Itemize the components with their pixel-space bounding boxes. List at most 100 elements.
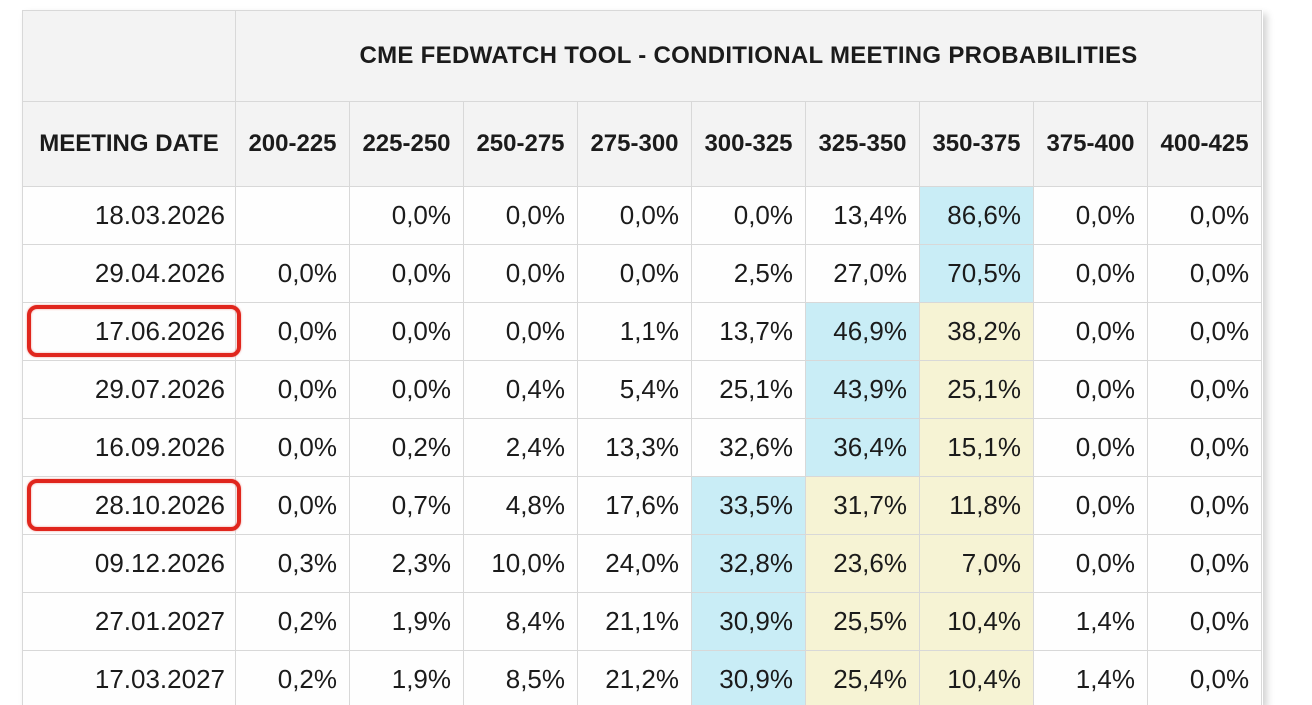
probability-cell: 13,7% [691,302,806,361]
probability-cell: 0,3% [235,534,350,593]
probability-cell: 0,0% [1033,302,1148,361]
probability-cell: 0,0% [349,244,464,303]
meeting-date-cell: 18.03.2026 [22,186,236,245]
table-row: 18.03.2026 0,0% 0,0% 0,0% 0,0% 13,4% 86,6% 0,0%… [22,186,1263,245]
column-header-375-400: 375-400 [1033,101,1148,187]
probability-cell-cyan: 43,9% [805,360,920,419]
probability-cell: 13,4% [805,186,920,245]
table-row: 28.10.2026 0,0% 0,7% 4,8% 17,6% 33,5% 31,7% 11,… [22,476,1263,535]
probability-cell: 21,1% [577,592,692,651]
probability-cell: 0,0% [235,244,350,303]
probability-cell: 0,0% [1146,418,1263,477]
probability-cell: 0,2% [235,650,350,705]
meeting-date-cell: 17.03.2027 [22,650,236,705]
probability-cell-yellow: 25,4% [805,650,920,705]
probability-cell: 0,0% [1033,534,1148,593]
probability-cell-yellow: 7,0% [919,534,1034,593]
probability-cell: 0,0% [1033,476,1148,535]
probability-cell: 0,0% [577,186,692,245]
column-header-350-375: 350-375 [919,101,1034,187]
meeting-date-cell-annotated: 17.06.2026 [22,302,242,361]
probability-cell-yellow: 38,2% [919,302,1034,361]
probability-cell-cyan: 33,5% [691,476,806,535]
probability-cell: 1,4% [1033,650,1148,705]
probability-cell: 0,0% [1033,360,1148,419]
meeting-date-cell: 27.01.2027 [22,592,236,651]
probability-cell: 0,0% [463,302,578,361]
probability-cell: 0,0% [1033,244,1148,303]
probability-cell [235,186,350,245]
column-header-row: MEETING DATE 200-225 225-250 250-275 275-30… [22,101,1263,187]
probability-cell: 32,6% [691,418,806,477]
title-row: CME FEDWATCH TOOL - CONDITIONAL MEETING … [22,10,1263,102]
probability-cell: 0,0% [1146,302,1263,361]
probability-cell-cyan: 32,8% [691,534,806,593]
column-header-275-300: 275-300 [577,101,692,187]
meeting-date-cell: 29.04.2026 [22,244,236,303]
table-title: CME FEDWATCH TOOL - CONDITIONAL MEETING … [234,10,1263,102]
probability-cell: 27,0% [805,244,920,303]
probability-cell: 0,0% [1033,186,1148,245]
probability-cell: 0,0% [1146,592,1263,651]
probability-cell-cyan: 46,9% [805,302,920,361]
probability-cell: 0,4% [463,360,578,419]
probability-cell-cyan: 30,9% [691,592,806,651]
probability-cell: 0,7% [349,476,464,535]
probability-cell: 0,0% [235,302,350,361]
probability-cell: 2,5% [691,244,806,303]
probability-cell: 0,0% [349,186,464,245]
probability-cell-yellow: 10,4% [919,592,1034,651]
probability-cell: 10,0% [463,534,578,593]
probability-cell-yellow: 11,8% [919,476,1034,535]
probability-cell: 0,0% [235,418,350,477]
probability-cell-cyan: 36,4% [805,418,920,477]
probability-cell: 0,0% [349,360,464,419]
column-header-325-350: 325-350 [805,101,920,187]
probability-cell: 0,0% [1146,186,1263,245]
probability-cell: 0,0% [235,476,350,535]
table-row: 17.06.2026 0,0% 0,0% 0,0% 1,1% 13,7% 46,9% 38,2… [22,302,1263,361]
probability-cell: 0,0% [463,244,578,303]
probability-cell: 1,4% [1033,592,1148,651]
table-row: 17.03.2027 0,2% 1,9% 8,5% 21,2% 30,9% 25,4% 10,… [22,650,1263,705]
table-row: 29.04.2026 0,0% 0,0% 0,0% 0,0% 2,5% 27,0% 70,5%… [22,244,1263,303]
table-row: 29.07.2026 0,0% 0,0% 0,4% 5,4% 25,1% 43,9% 25,1… [22,360,1263,419]
probability-cell-cyan: 30,9% [691,650,806,705]
table-row: 27.01.2027 0,2% 1,9% 8,4% 21,1% 30,9% 25,5% 10,… [22,592,1263,651]
column-header-200-225: 200-225 [235,101,350,187]
table-row: 16.09.2026 0,0% 0,2% 2,4% 13,3% 32,6% 36,4% 15,… [22,418,1263,477]
meeting-date-cell: 16.09.2026 [22,418,236,477]
probability-cell-cyan: 86,6% [919,186,1034,245]
probability-cell-yellow: 25,1% [919,360,1034,419]
meeting-date-cell: 09.12.2026 [22,534,236,593]
conditional-meeting-probabilities-table: CME FEDWATCH TOOL - CONDITIONAL MEETING … [22,10,1263,705]
fedwatch-probabilities-table: CME FEDWATCH TOOL - CONDITIONAL MEETING … [22,10,1263,705]
corner-cell [22,10,236,102]
table-row: 09.12.2026 0,3% 2,3% 10,0% 24,0% 32,8% 23,6% 7,… [22,534,1263,593]
probability-cell: 5,4% [577,360,692,419]
probability-cell: 0,0% [463,186,578,245]
column-header-meeting-date: MEETING DATE [22,101,236,187]
probability-cell: 1,9% [349,650,464,705]
probability-cell: 1,1% [577,302,692,361]
meeting-date-cell: 29.07.2026 [22,360,236,419]
column-header-225-250: 225-250 [349,101,464,187]
probability-cell: 8,5% [463,650,578,705]
probability-cell: 24,0% [577,534,692,593]
probability-cell: 1,9% [349,592,464,651]
probability-cell-cyan: 70,5% [919,244,1034,303]
probability-cell: 0,0% [1146,650,1263,705]
probability-cell: 0,0% [1146,244,1263,303]
probability-cell: 0,0% [1146,534,1263,593]
probability-cell-yellow: 15,1% [919,418,1034,477]
probability-cell-yellow: 25,5% [805,592,920,651]
probability-cell: 21,2% [577,650,692,705]
probability-cell: 0,2% [349,418,464,477]
probability-cell: 0,0% [349,302,464,361]
probability-cell: 0,0% [1146,476,1263,535]
probability-cell: 2,4% [463,418,578,477]
meeting-date-cell-annotated: 28.10.2026 [22,476,242,535]
probability-cell: 8,4% [463,592,578,651]
probability-cell: 0,0% [691,186,806,245]
column-header-400-425: 400-425 [1146,101,1263,187]
